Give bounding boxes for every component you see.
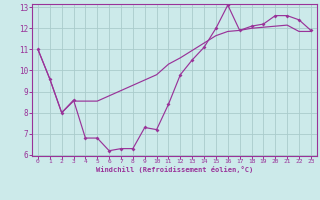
X-axis label: Windchill (Refroidissement éolien,°C): Windchill (Refroidissement éolien,°C): [96, 166, 253, 173]
